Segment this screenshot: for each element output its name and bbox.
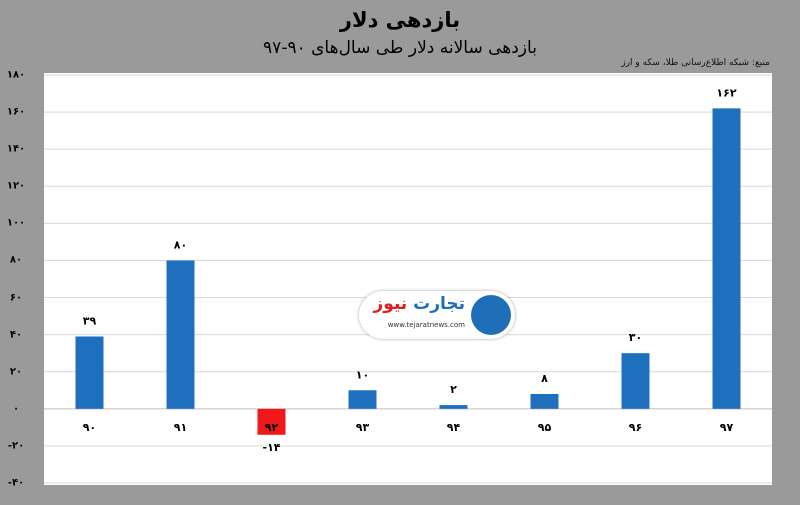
data-label: ۸۰ — [174, 238, 187, 251]
x-tick-label: ۹۱ — [174, 421, 187, 434]
logo-brand-part2: نیوز — [373, 294, 408, 314]
x-tick-label: ۹۴ — [447, 421, 461, 434]
bar — [712, 108, 741, 409]
logo-brand-part1: تجارت — [413, 294, 465, 314]
y-tick-label: ۱۰۰ — [6, 217, 26, 229]
y-tick-label: ۰ — [12, 403, 20, 415]
y-tick-label: ۸۰ — [9, 254, 23, 266]
x-tick-label: ۹۷ — [720, 421, 734, 434]
logo-url: www.tejaratnews.com — [387, 321, 465, 329]
y-tick-label: ۲۰ — [9, 366, 23, 378]
x-tick-label: ۹۵ — [538, 421, 552, 434]
y-tick-label: ۴۰ — [9, 329, 23, 341]
x-tick-label: ۹۶ — [629, 421, 642, 434]
source-note: منبع: شبکه اطلاع‌رسانی طلا، سکه و ارز — [621, 58, 770, 68]
x-tick-label: ۹۳ — [356, 421, 370, 434]
y-tick-label: -۴۰ — [7, 477, 25, 489]
bar — [530, 393, 559, 409]
chart-title: بازدهی دلار — [339, 8, 461, 32]
data-label: ۲ — [450, 383, 457, 396]
y-tick-label: ۱۶۰ — [6, 106, 26, 118]
bar — [257, 408, 286, 435]
logo-brand: تجارت نیوز — [373, 294, 465, 314]
plot-area: ۳۹ ۹۰ ۸۰ ۹۱ -۱۴ ۹۲ ۱۰ ۹۳ ۲ ۹۴ ۸ ۹۵ ۳۰ ۹۶ ۱۶۲ ۹۷ — [44, 73, 772, 485]
data-label: ۳۰ — [629, 331, 642, 344]
bar — [166, 260, 195, 409]
watermark-logo: تجارت نیوز www.tejaratnews.com — [359, 291, 515, 339]
bar — [75, 336, 104, 409]
x-tick-label: ۹۲ — [265, 421, 279, 434]
bar — [621, 353, 650, 409]
chart-subtitle: بازدهی سالانه دلار طی سال‌های ۹۰-۹۷ — [263, 38, 537, 58]
y-tick-label: ۱۸۰ — [6, 69, 26, 81]
logo-arrow-icon — [471, 295, 511, 335]
data-label: ۱۰ — [356, 368, 369, 381]
data-label: -۱۴ — [263, 441, 281, 454]
bar — [348, 390, 377, 409]
x-tick-label: ۹۰ — [83, 421, 96, 434]
data-label: ۸ — [541, 372, 548, 385]
bar — [439, 405, 468, 409]
y-tick-label: ۶۰ — [9, 292, 23, 304]
data-label: ۳۹ — [83, 314, 97, 327]
y-tick-label: -۲۰ — [7, 440, 25, 452]
y-tick-label: ۱۴۰ — [6, 143, 26, 155]
bar-chart: ۳۹ ۹۰ ۸۰ ۹۱ -۱۴ ۹۲ ۱۰ ۹۳ ۲ ۹۴ ۸ ۹۵ ۳۰ ۹۶ ۱۶۲ ۹۷ — [44, 74, 772, 484]
y-tick-label: ۱۲۰ — [6, 180, 26, 192]
data-label: ۱۶۲ — [716, 86, 736, 99]
